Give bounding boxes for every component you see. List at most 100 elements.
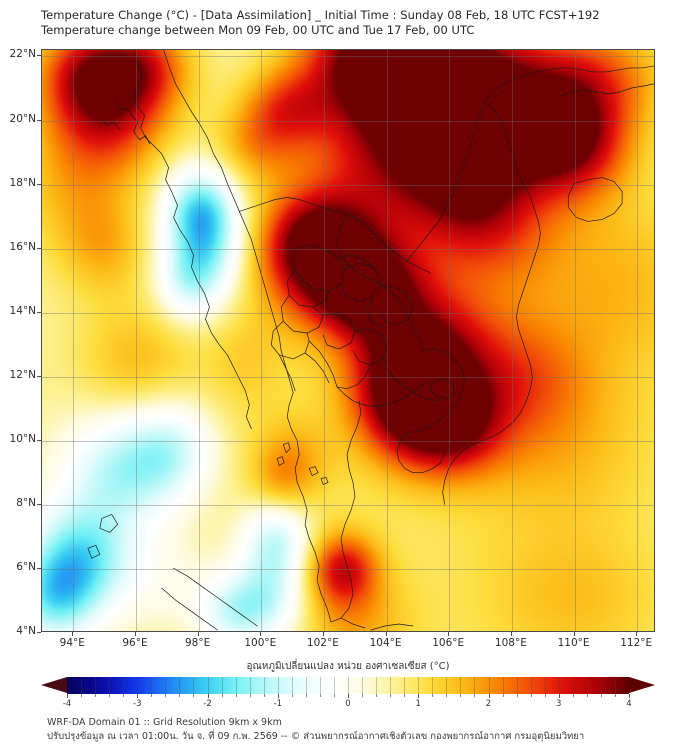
xtick-110 bbox=[573, 632, 575, 636]
colorbar-tick bbox=[446, 694, 448, 697]
colorbar-segment-divider bbox=[151, 677, 153, 694]
colorbar-tick bbox=[305, 694, 307, 697]
colorbar-segment-divider bbox=[586, 677, 588, 694]
colorbar-under-cap bbox=[41, 677, 67, 693]
colorbar-label-1: 1 bbox=[415, 699, 421, 709]
xtick-94 bbox=[72, 632, 74, 636]
colorbar-segment-divider bbox=[109, 677, 111, 694]
colorbar-segment-divider bbox=[235, 677, 237, 694]
colorbar-segment-divider bbox=[544, 677, 546, 694]
colorbar-tick bbox=[193, 694, 195, 697]
ylabel-22: 22°N bbox=[9, 48, 36, 61]
gridline-lon-110 bbox=[574, 50, 576, 631]
colorbar-tick bbox=[586, 694, 588, 697]
colorbar-tick bbox=[207, 694, 209, 698]
colorbar-segment-divider bbox=[460, 677, 462, 694]
ytick-4 bbox=[37, 632, 41, 633]
colorbar-segment-divider bbox=[502, 677, 504, 694]
colorbar-tick bbox=[474, 694, 476, 697]
colorbar-segment-divider bbox=[319, 677, 321, 694]
colorbar[interactable]: อุณหภูมิเปลี่ยนแปลง หน่วย องศาเซลเซียส (… bbox=[41, 660, 655, 709]
colorbar-ticks: -4 -3 -2 -1 0 1 2 3 4 bbox=[63, 694, 632, 710]
page-title: Temperature Change (°C) - [Data Assimila… bbox=[41, 8, 661, 38]
colorbar-label--4: -4 bbox=[62, 699, 72, 709]
gridline-lat-18 bbox=[42, 184, 654, 186]
colorbar-segment-divider bbox=[263, 677, 265, 694]
gridline-lat-22 bbox=[42, 56, 654, 58]
ylabel-8: 8°N bbox=[16, 496, 36, 509]
ytick-6 bbox=[37, 567, 41, 569]
colorbar-tick bbox=[558, 694, 560, 698]
ylabel-4: 4°N bbox=[16, 625, 36, 637]
colorbar-tick bbox=[530, 694, 532, 697]
colorbar-tick bbox=[277, 694, 279, 698]
colorbar-tick bbox=[376, 694, 378, 697]
xtick-102 bbox=[322, 632, 324, 636]
footer: WRF-DA Domain 01 :: Grid Resolution 9km … bbox=[47, 716, 667, 744]
colorbar-segment-divider bbox=[362, 677, 364, 694]
colorbar-segment-divider bbox=[193, 677, 195, 694]
colorbar-segment-divider bbox=[418, 677, 420, 694]
colorbar-tick bbox=[263, 694, 265, 697]
colorbar-segment-divider bbox=[558, 677, 560, 694]
colorbar-tick bbox=[123, 694, 125, 697]
colorbar-segment-divider bbox=[516, 677, 518, 694]
colorbar-tick bbox=[572, 694, 574, 697]
gridline-lon-96 bbox=[136, 50, 137, 631]
xtick-100 bbox=[260, 632, 262, 636]
gridline-lat-20 bbox=[42, 120, 654, 122]
gridline-lon-108 bbox=[511, 50, 513, 631]
ylabel-16: 16°N bbox=[9, 240, 36, 253]
map-plot-area[interactable] bbox=[41, 49, 655, 632]
colorbar-over-cap bbox=[629, 677, 655, 693]
title-line-1: Temperature Change (°C) - [Data Assimila… bbox=[41, 8, 600, 22]
colorbar-tick bbox=[390, 694, 392, 697]
xlabel-106: 106°E bbox=[432, 637, 465, 649]
colorbar-tick bbox=[165, 694, 167, 697]
ytick-16 bbox=[37, 247, 41, 249]
colorbar-tick bbox=[544, 694, 546, 697]
colorbar-tick bbox=[81, 694, 83, 697]
colorbar-tick bbox=[137, 694, 139, 698]
ylabel-12: 12°N bbox=[9, 368, 36, 381]
ytick-20 bbox=[37, 119, 41, 121]
gridline-lon-94 bbox=[73, 50, 75, 631]
xlabel-98: 98°E bbox=[184, 637, 211, 649]
ylabel-10: 10°N bbox=[9, 432, 36, 445]
colorbar-segment-divider bbox=[474, 677, 476, 694]
ytick-8 bbox=[37, 503, 41, 505]
colorbar-segment-divider bbox=[614, 677, 616, 694]
colorbar-tick bbox=[460, 694, 462, 697]
ytick-18 bbox=[37, 183, 41, 185]
colorbar-tick bbox=[179, 694, 181, 697]
xlabel-100: 100°E bbox=[244, 637, 277, 649]
xlabel-112: 112°E bbox=[620, 637, 653, 649]
ytick-10 bbox=[37, 439, 41, 441]
ytick-22 bbox=[37, 55, 41, 57]
temperature-anomaly-field bbox=[42, 50, 654, 631]
xtick-96 bbox=[135, 632, 136, 636]
colorbar-segment-divider bbox=[249, 677, 251, 694]
coastline-and-boundary-overlay bbox=[87, 50, 654, 631]
anomaly-canvas bbox=[42, 50, 654, 631]
ylabel-18: 18°N bbox=[9, 176, 36, 189]
colorbar-tick bbox=[502, 694, 504, 697]
colorbar-tick bbox=[333, 694, 335, 697]
colorbar-tick bbox=[404, 694, 406, 697]
colorbar-title: อุณหภูมิเปลี่ยนแปลง หน่วย องศาเซลเซียส (… bbox=[246, 661, 450, 672]
colorbar-tick bbox=[432, 694, 434, 697]
colorbar-tick bbox=[151, 694, 153, 697]
colorbar-gradient bbox=[67, 677, 629, 694]
colorbar-tick bbox=[249, 694, 251, 697]
gridline-lon-98 bbox=[198, 50, 200, 631]
colorbar-tick bbox=[348, 694, 349, 698]
colorbar-segment-divider bbox=[404, 677, 406, 694]
colorbar-segment-divider bbox=[291, 677, 293, 694]
colorbar-label--3: -3 bbox=[133, 699, 142, 709]
xtick-108 bbox=[510, 632, 512, 636]
colorbar-segment-divider bbox=[348, 677, 349, 694]
ytick-12 bbox=[37, 375, 41, 377]
colorbar-tick bbox=[516, 694, 518, 697]
xtick-106 bbox=[448, 632, 450, 636]
